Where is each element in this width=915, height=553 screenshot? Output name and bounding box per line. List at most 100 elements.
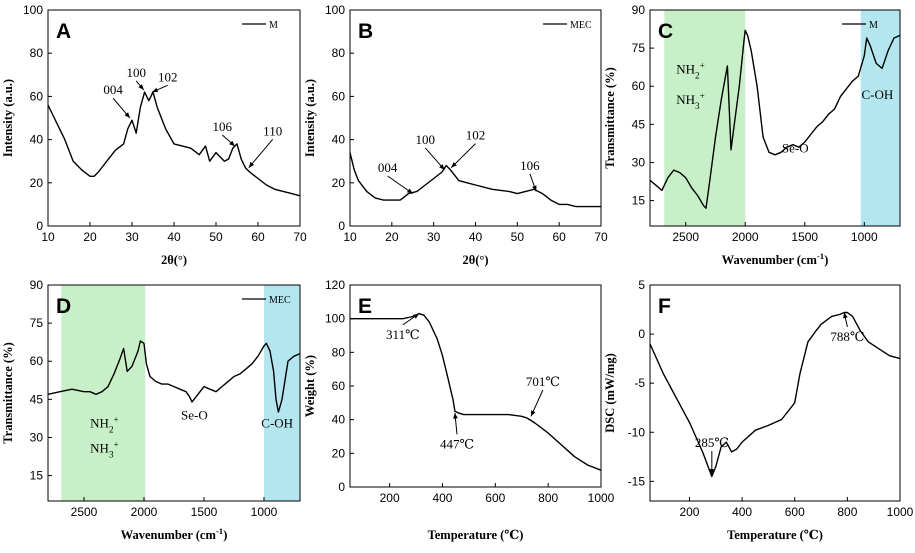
y-tick-label: -10	[628, 425, 646, 439]
annotation-label: 110	[263, 123, 282, 138]
annotation-label: 106	[213, 119, 233, 134]
x-tick-label: 50	[209, 230, 223, 244]
panel-letter: F	[658, 295, 671, 318]
panel-letter: B	[358, 20, 373, 43]
arrow-head	[843, 312, 848, 319]
y-tick-label: 45	[30, 392, 44, 406]
x-axis-label: Wavenumber (cm-1)	[722, 251, 829, 267]
y-tick-label: 100	[325, 312, 345, 326]
y-tick-label: 0	[338, 219, 345, 233]
y-axis-label: Transmittance (%)	[1, 342, 15, 443]
arrow-head	[451, 162, 457, 168]
series-line	[47, 91, 301, 197]
x-tick-label: 70	[293, 230, 307, 244]
plot-frame	[349, 284, 602, 488]
y-tick-label: 0	[338, 480, 345, 494]
plot-frame	[47, 284, 301, 502]
y-axis-label: Intensity (a.u.)	[303, 79, 317, 157]
arrow-head	[406, 188, 413, 194]
x-tick-label: 200	[679, 505, 699, 519]
annotation-label: 100	[416, 132, 436, 147]
y-tick-label: 45	[632, 117, 646, 131]
annotation-label: NH2+	[90, 414, 118, 434]
y-tick-label: 0	[36, 219, 43, 233]
annotation-label: 285℃	[695, 435, 729, 450]
annotation-arrow	[450, 143, 476, 169]
annotation-label: NH3+	[676, 91, 704, 111]
x-tick-label: 1000	[887, 505, 914, 519]
shaded-band	[664, 10, 746, 226]
annotation-label: NH3+	[90, 440, 118, 460]
y-tick-label: 90	[30, 278, 44, 292]
legend-label: MEC	[269, 295, 291, 306]
x-tick-label: 800	[837, 505, 857, 519]
arrow-head	[413, 313, 419, 319]
annotation-label: 701℃	[526, 374, 560, 389]
y-tick-label: 60	[632, 79, 646, 93]
annotation-label: 447℃	[440, 436, 474, 451]
series-line	[47, 340, 301, 413]
panel-letter: E	[358, 295, 372, 318]
panel-F: 200 400 600 800 1000 -15 -10 -5 0 5 Temperature (℃…	[603, 278, 914, 542]
y-tick-label: 100	[23, 3, 43, 17]
x-tick-label: 10	[41, 230, 55, 244]
y-tick-label: 20	[30, 176, 44, 190]
panel-letter: C	[658, 20, 673, 43]
x-tick-label: 60	[251, 230, 265, 244]
shaded-band	[860, 10, 900, 226]
arrow-head	[152, 87, 159, 93]
panel-E: 200 400 600 800 1000 0 20 40 60 80 100 120 Temperatu…	[303, 278, 615, 542]
y-tick-label: 60	[332, 379, 346, 393]
y-tick-label: 75	[30, 316, 44, 330]
series-line	[649, 311, 901, 478]
y-tick-label: 60	[332, 89, 346, 103]
panel-letter: A	[56, 20, 71, 43]
x-tick-label: 70	[594, 230, 608, 244]
y-tick-label: 40	[332, 413, 346, 427]
panel-D: 2500 2000 1500 1000 15 30 45 60 75 90 Wavenumber (…	[1, 278, 301, 542]
x-tick-label: 600	[485, 491, 505, 505]
x-tick-label: 1500	[791, 230, 818, 244]
series-line	[349, 152, 601, 208]
series-line	[649, 29, 901, 209]
plot-frame	[649, 9, 901, 227]
annotation-label: 106	[520, 158, 540, 173]
y-tick-label: 75	[632, 41, 646, 55]
annotation-label: 100	[126, 65, 146, 80]
y-tick-label: 5	[638, 278, 645, 292]
y-tick-label: -15	[628, 474, 646, 488]
plot-frame	[47, 9, 301, 227]
x-tick-label: 1000	[851, 230, 878, 244]
y-tick-label: 20	[332, 176, 346, 190]
annotation-label: NH2+	[676, 61, 704, 81]
y-tick-label: 120	[325, 278, 345, 292]
annotation-label: 102	[158, 69, 178, 84]
y-tick-label: 60	[30, 89, 44, 103]
annotation-label: Se-O	[782, 140, 809, 155]
plot-frame	[349, 9, 602, 227]
arrow-head	[124, 112, 130, 118]
y-axis-label: Intensity (a.u.)	[1, 79, 15, 157]
x-tick-label: 2500	[672, 230, 699, 244]
annotation-label: 004	[103, 82, 123, 97]
arrow-head	[439, 164, 445, 170]
annotation-label: Se-O	[181, 408, 208, 423]
arrow-head	[709, 469, 715, 475]
y-tick-label: 15	[632, 194, 646, 208]
y-axis-label: Transmittance (%)	[603, 67, 617, 168]
x-tick-label: 400	[732, 505, 752, 519]
arrow-head	[229, 140, 235, 147]
y-tick-label: 80	[332, 46, 346, 60]
series-line	[350, 312, 602, 471]
shaded-band	[61, 285, 146, 501]
x-tick-label: 200	[380, 491, 400, 505]
annotation-label: 102	[466, 128, 486, 143]
arrow-head	[532, 185, 537, 192]
x-tick-label: 40	[469, 230, 483, 244]
x-axis-label: Temperature (℃)	[727, 528, 823, 542]
arrow-head	[248, 161, 255, 168]
y-tick-label: 100	[325, 3, 345, 17]
panel-C: 2500 2000 1500 1000 15 30 45 60 75 90 Wavenumber (…	[603, 3, 901, 267]
annotation-label: C-OH	[861, 87, 893, 102]
